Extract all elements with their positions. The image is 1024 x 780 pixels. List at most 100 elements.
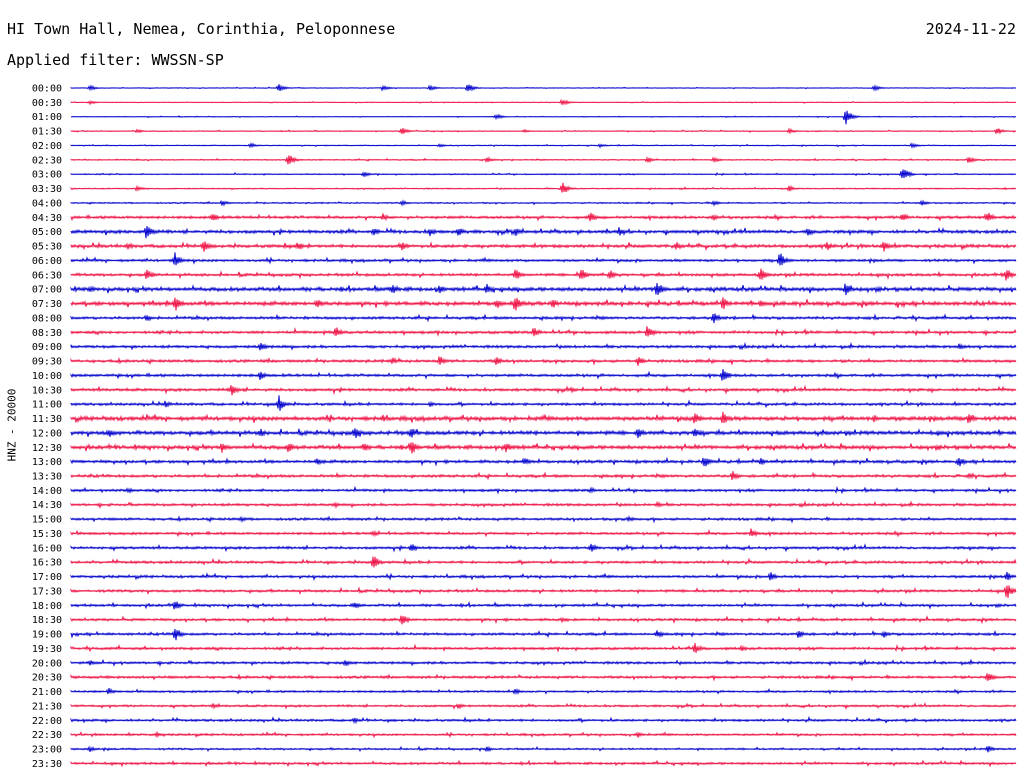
row-time-label: 20:00: [32, 658, 62, 669]
trace-0200: [70, 142, 1017, 149]
row-time-label: 17:30: [32, 586, 62, 597]
trace-0130: [70, 127, 1017, 135]
trace-0030: [70, 98, 1017, 106]
row-time-label: 04:30: [32, 213, 62, 224]
row-time-label: 22:00: [32, 716, 62, 727]
trace-2300: [70, 745, 1017, 753]
filter-label: Applied filter: WWSSN-SP: [7, 51, 224, 69]
row-time-label: 03:30: [32, 184, 62, 195]
row-time-label: 12:00: [32, 428, 62, 439]
row-time-label: 09:30: [32, 357, 62, 368]
trace-1230: [70, 442, 1017, 454]
trace-0430: [70, 212, 1017, 222]
trace-0630: [70, 268, 1017, 281]
trace-0530: [70, 241, 1017, 252]
trace-1030: [70, 384, 1017, 396]
trace-1200: [70, 428, 1017, 438]
trace-1900: [70, 629, 1017, 641]
row-time-label: 02:30: [32, 155, 62, 166]
row-time-label: 19:30: [32, 644, 62, 655]
trace-2100: [70, 687, 1017, 696]
trace-0000: [70, 84, 1017, 92]
trace-1000: [70, 369, 1017, 381]
trace-1830: [70, 615, 1017, 625]
row-time-label: 00:00: [32, 84, 62, 95]
trace-1430: [70, 500, 1017, 510]
row-time-label: 22:30: [32, 730, 62, 741]
trace-2200: [70, 715, 1017, 725]
trace-2130: [70, 702, 1017, 710]
row-time-label: 16:00: [32, 543, 62, 554]
trace-2030: [70, 673, 1017, 682]
trace-0800: [70, 313, 1017, 324]
row-time-label: 13:00: [32, 457, 62, 468]
row-time-label: 15:30: [32, 529, 62, 540]
station-title: HI Town Hall, Nemea, Corinthia, Peloponn…: [7, 20, 396, 38]
row-time-label: 20:30: [32, 673, 62, 684]
row-time-label: 10:30: [32, 385, 62, 396]
trace-0100: [70, 110, 1017, 125]
row-time-label: 19:00: [32, 630, 62, 641]
trace-2230: [70, 730, 1017, 739]
row-time-label: 10:00: [32, 371, 62, 382]
row-time-label: 08:00: [32, 313, 62, 324]
row-time-label: 04:00: [32, 198, 62, 209]
row-time-label: 18:00: [32, 601, 62, 612]
row-time-label: 23:30: [32, 759, 62, 770]
trace-1300: [70, 456, 1017, 467]
row-time-label: 11:00: [32, 400, 62, 411]
row-time-label: 02:00: [32, 141, 62, 152]
row-time-label: 05:00: [32, 227, 62, 238]
trace-0400: [70, 199, 1017, 207]
row-time-label: 21:00: [32, 687, 62, 698]
trace-0730: [70, 297, 1017, 311]
row-time-label: 18:30: [32, 615, 62, 626]
row-time-label: 12:30: [32, 443, 62, 454]
row-time-label: 00:30: [32, 98, 62, 109]
trace-1600: [70, 543, 1017, 553]
trace-0830: [70, 326, 1017, 337]
row-time-label: 13:30: [32, 471, 62, 482]
trace-1530: [70, 528, 1017, 538]
trace-2330: [70, 759, 1017, 768]
trace-1130: [70, 411, 1017, 424]
row-time-label: 07:00: [32, 285, 62, 296]
trace-1730: [70, 585, 1017, 599]
row-time-label: 16:30: [32, 558, 62, 569]
row-time-label: 23:00: [32, 745, 62, 756]
trace-1800: [70, 601, 1017, 610]
trace-1400: [70, 485, 1017, 495]
trace-0230: [70, 155, 1017, 165]
trace-0900: [70, 341, 1017, 351]
trace-2000: [70, 658, 1017, 667]
trace-0930: [70, 356, 1017, 366]
row-time-label: 08:30: [32, 328, 62, 339]
row-time-label: 09:00: [32, 342, 62, 353]
trace-0330: [70, 182, 1017, 193]
date-label: 2024-11-22: [925, 20, 1016, 38]
trace-1630: [70, 556, 1017, 568]
trace-1330: [70, 471, 1017, 481]
trace-0700: [70, 282, 1017, 296]
row-time-label: 11:30: [32, 414, 62, 425]
row-time-label: 03:00: [32, 170, 62, 181]
trace-0300: [70, 169, 1017, 179]
row-time-label: 06:00: [32, 256, 62, 267]
trace-0500: [70, 225, 1017, 239]
row-time-label: 05:30: [32, 242, 62, 253]
row-time-label: 06:30: [32, 270, 62, 281]
row-time-label: 01:30: [32, 127, 62, 138]
trace-1700: [70, 571, 1017, 581]
row-time-label: 21:30: [32, 701, 62, 712]
row-time-label: 14:30: [32, 500, 62, 511]
trace-1500: [70, 515, 1017, 524]
trace-0600: [70, 252, 1017, 266]
row-time-label: 01:00: [32, 112, 62, 123]
trace-1100: [70, 395, 1017, 411]
row-time-label: 14:00: [32, 486, 62, 497]
row-time-label: 17:00: [32, 572, 62, 583]
row-time-label: 07:30: [32, 299, 62, 310]
trace-1930: [70, 643, 1017, 653]
row-time-label: 15:00: [32, 515, 62, 526]
